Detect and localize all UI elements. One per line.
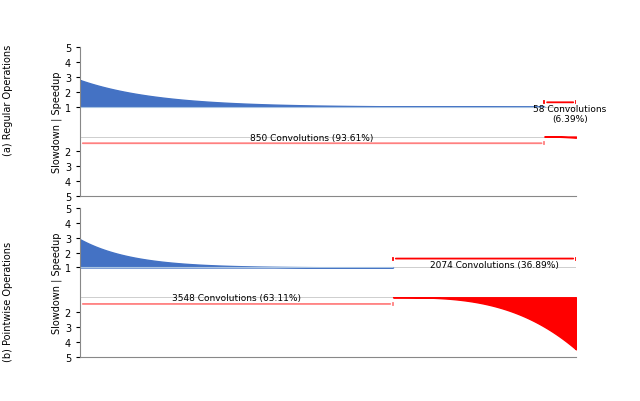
Text: 2074 Convolutions (36.89%): 2074 Convolutions (36.89%) bbox=[430, 260, 559, 269]
Text: 850 Convolutions (93.61%): 850 Convolutions (93.61%) bbox=[250, 134, 374, 142]
Text: (a) Regular Operations: (a) Regular Operations bbox=[3, 45, 13, 156]
Text: 3548 Convolutions (63.11%): 3548 Convolutions (63.11%) bbox=[172, 294, 301, 303]
Text: (b) Pointwise Operations: (b) Pointwise Operations bbox=[3, 241, 13, 360]
Text: 58 Convolutions
(6.39%): 58 Convolutions (6.39%) bbox=[534, 105, 607, 124]
Y-axis label: Slowdown | Speedup: Slowdown | Speedup bbox=[51, 232, 62, 333]
Y-axis label: Slowdown | Speedup: Slowdown | Speedup bbox=[51, 72, 62, 173]
